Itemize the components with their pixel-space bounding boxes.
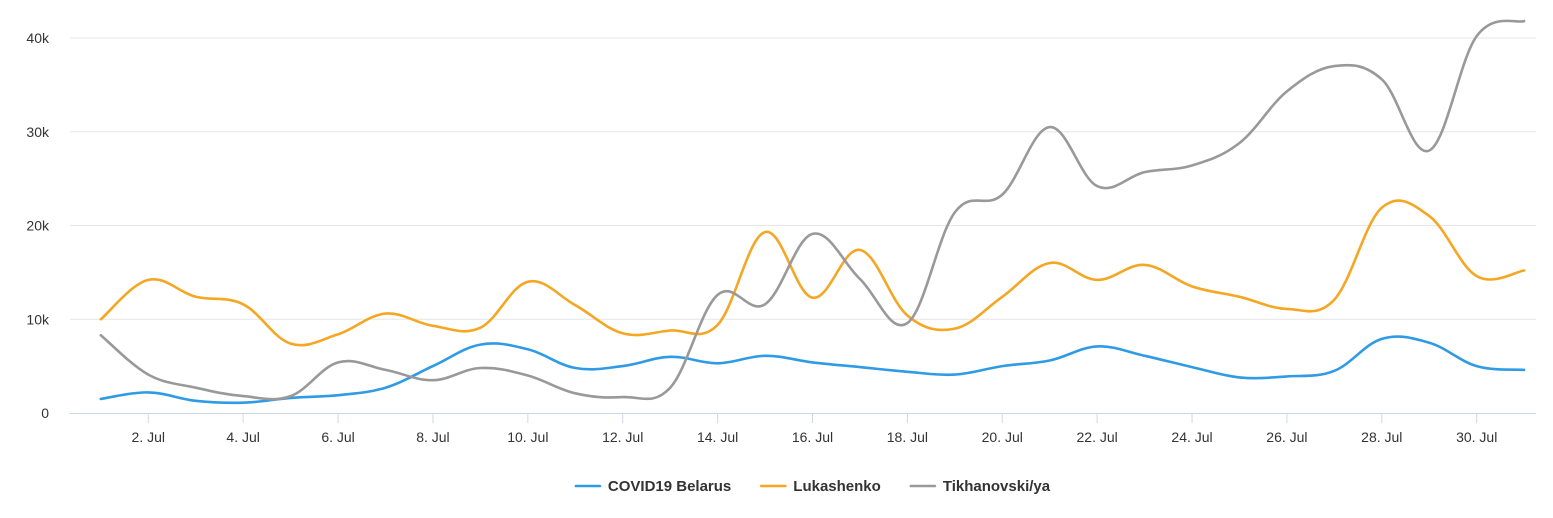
x-tick-label: 12. Jul: [602, 429, 643, 445]
legend-label: COVID19 Belarus: [608, 478, 731, 495]
x-axis-tick-labels: 2. Jul 4. Jul 6. Jul 8. Jul 10. Jul 12. Jul 14…: [132, 429, 1498, 445]
x-tick-label: 28. Jul: [1361, 429, 1402, 445]
x-tick-label: 18. Jul: [887, 429, 928, 445]
legend-item-tikhanovski-ya[interactable]: Tikhanovski/ya: [909, 478, 1051, 495]
x-tick-label: 4. Jul: [226, 429, 259, 445]
y-tick-label: 10k: [26, 311, 50, 327]
x-tick-label: 8. Jul: [416, 429, 449, 445]
y-axis-tick-labels: 0 10k 20k 30k 40k: [26, 30, 50, 421]
x-tick-label: 30. Jul: [1456, 429, 1497, 445]
x-tick-label: 16. Jul: [792, 429, 833, 445]
x-tick-label: 6. Jul: [321, 429, 354, 445]
x-axis-ticks: [147, 413, 1478, 423]
x-tick-label: 2. Jul: [132, 429, 165, 445]
y-tick-label: 40k: [26, 30, 50, 46]
series-line-covid19-belarus: [99, 335, 1526, 405]
y-tick-label: 0: [41, 405, 49, 421]
x-tick-label: 22. Jul: [1077, 429, 1118, 445]
x-tick-label: 10. Jul: [507, 429, 548, 445]
y-tick-label: 30k: [26, 124, 50, 140]
legend: COVID19 Belarus Lukashenko Tikhanovski/ya: [574, 478, 1051, 495]
x-tick-label: 14. Jul: [697, 429, 738, 445]
x-tick-label: 20. Jul: [982, 429, 1023, 445]
series-line-tikhanovski-ya: [99, 19, 1526, 401]
legend-item-lukashenko[interactable]: Lukashenko: [759, 478, 881, 495]
series-line-lukashenko: [99, 199, 1526, 347]
y-tick-label: 20k: [26, 218, 50, 234]
y-gridlines: [70, 37, 1536, 320]
x-tick-label: 26. Jul: [1266, 429, 1307, 445]
legend-label: Lukashenko: [793, 478, 881, 495]
series-lines: [99, 19, 1526, 405]
legend-label: Tikhanovski/ya: [943, 478, 1051, 495]
legend-item-covid19-belarus[interactable]: COVID19 Belarus: [574, 478, 731, 495]
x-tick-label: 24. Jul: [1171, 429, 1212, 445]
